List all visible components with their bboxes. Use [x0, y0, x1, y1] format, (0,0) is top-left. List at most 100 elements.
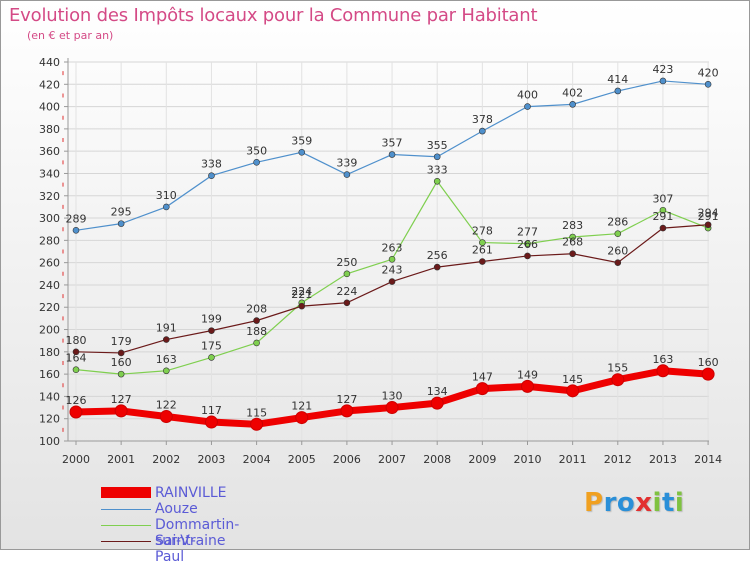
y-tick-label: 420: [39, 78, 60, 91]
y-tick-label: 200: [39, 324, 60, 337]
data-label-saint-paul: 224: [336, 285, 357, 298]
data-point-saint-paul: [433, 263, 441, 271]
data-point-saint-paul: [298, 302, 306, 310]
data-label-dommartin-sur-vraine: 291: [698, 210, 719, 223]
data-point-rainville: [611, 373, 625, 387]
data-label-rainville: 115: [246, 406, 267, 419]
data-label-saint-paul: 291: [652, 210, 673, 223]
data-label-dommartin-sur-vraine: 263: [382, 241, 403, 254]
data-point-dommartin-sur-vraine: [524, 240, 531, 247]
series-aouze: 289 295 310 338 350 359 339 357 355 378 400 402 414 4…: [66, 63, 719, 234]
data-point-saint-paul: [343, 299, 351, 307]
data-point-dommartin-sur-vraine: [253, 339, 260, 347]
data-point-saint-paul: [614, 259, 622, 266]
data-point-rainville: [295, 411, 309, 425]
legend-swatch-rainville: [101, 487, 151, 498]
y-tick-label: 220: [39, 301, 60, 314]
data-label-rainville: 121: [291, 400, 312, 413]
logo-letter: x: [635, 488, 653, 518]
y-tick-label: 140: [39, 390, 60, 403]
data-point-rainville: [204, 415, 218, 429]
data-label-dommartin-sur-vraine: 224: [291, 285, 312, 298]
data-point-aouze: [704, 80, 712, 88]
data-label-dommartin-sur-vraine: 188: [246, 325, 267, 338]
data-point-aouze: [117, 220, 125, 227]
data-point-saint-paul: [388, 278, 396, 285]
data-label-saint-paul: 221: [291, 288, 312, 301]
data-label-dommartin-sur-vraine: 250: [336, 256, 357, 269]
data-point-rainville: [475, 382, 489, 396]
data-label-saint-paul: 243: [382, 264, 403, 277]
data-point-saint-paul: [659, 224, 667, 232]
data-point-saint-paul: [72, 348, 80, 356]
y-tick-label: 100: [39, 435, 60, 448]
data-point-saint-paul: [163, 336, 170, 343]
data-label-dommartin-sur-vraine: 307: [652, 192, 673, 205]
data-label-rainville: 127: [111, 393, 132, 406]
logo-letter: P: [584, 488, 604, 518]
data-point-aouze: [343, 171, 351, 178]
data-label-rainville: 117: [201, 404, 222, 417]
data-point-aouze: [298, 148, 306, 156]
data-point-rainville: [430, 396, 444, 410]
data-point-aouze: [72, 227, 80, 234]
data-point-rainville: [159, 409, 173, 423]
x-tick-label: 2002: [152, 453, 180, 466]
data-point-rainville: [340, 404, 354, 418]
y-tick-label: 320: [39, 190, 60, 203]
y-tick-label: 260: [39, 257, 60, 270]
data-point-dommartin-sur-vraine: [569, 233, 576, 241]
legend-label-rainville: RAINVILLE: [155, 485, 227, 501]
y-tick-label: 120: [39, 413, 60, 426]
data-point-dommartin-sur-vraine: [388, 256, 396, 263]
data-label-rainville: 145: [562, 373, 583, 386]
data-label-saint-paul: 191: [156, 322, 177, 335]
data-point-saint-paul: [524, 252, 531, 260]
x-tick-label: 2005: [288, 453, 316, 466]
data-label-dommartin-sur-vraine: 278: [472, 225, 493, 238]
data-point-dommartin-sur-vraine: [614, 230, 622, 237]
legend-swatch-dommartin-sur-vraine: [101, 525, 151, 526]
data-point-saint-paul: [117, 349, 125, 357]
data-label-saint-paul: 261: [472, 244, 493, 257]
data-label-aouze: 295: [111, 206, 132, 219]
x-tick-label: 2014: [694, 453, 722, 466]
x-tick-label: 2012: [604, 453, 632, 466]
data-label-saint-paul: 208: [246, 303, 267, 316]
data-label-saint-paul: 268: [562, 236, 583, 249]
data-label-dommartin-sur-vraine: 283: [562, 219, 583, 232]
y-tick-label: 400: [39, 101, 60, 114]
data-label-rainville: 127: [336, 393, 357, 406]
data-point-rainville: [69, 405, 83, 419]
data-point-dommartin-sur-vraine: [343, 270, 351, 278]
y-tick-label: 180: [39, 346, 60, 359]
data-point-saint-paul: [479, 258, 486, 265]
data-point-aouze: [388, 151, 396, 158]
data-label-aouze: 402: [562, 86, 583, 99]
data-label-aouze: 339: [336, 157, 357, 170]
data-label-aouze: 423: [652, 63, 673, 76]
data-point-aouze: [479, 127, 486, 135]
data-label-aouze: 400: [517, 89, 538, 102]
legend-label-saint-paul: Saint-Paul: [155, 533, 196, 565]
data-point-rainville: [250, 417, 264, 431]
series-dommartin-sur-vraine: 164 160 163 175 188 224 250 263 333 278 277 283 286 3…: [66, 163, 719, 378]
y-tick-label: 240: [39, 279, 60, 292]
logo-letter: i: [652, 488, 662, 518]
logo-letter: i: [674, 488, 685, 518]
data-label-saint-paul: 180: [66, 334, 87, 347]
data-label-rainville: 155: [607, 362, 628, 375]
data-point-aouze: [569, 101, 576, 108]
data-point-dommartin-sur-vraine: [163, 367, 170, 375]
legend-label-aouze: Aouze: [155, 501, 198, 517]
data-point-saint-paul: [569, 250, 576, 258]
x-tick-label: 2000: [62, 453, 90, 466]
data-point-dommartin-sur-vraine: [72, 366, 80, 373]
x-tick-label: 2004: [243, 453, 271, 466]
data-point-rainville: [114, 404, 128, 418]
data-point-saint-paul: [704, 221, 712, 229]
y-tick-label: 380: [39, 123, 60, 136]
data-point-dommartin-sur-vraine: [433, 177, 441, 185]
data-point-aouze: [659, 77, 667, 85]
